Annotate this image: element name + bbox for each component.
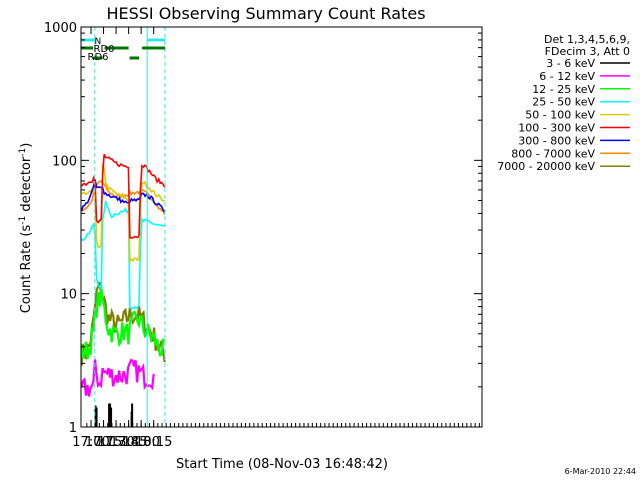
series-100-300-line xyxy=(81,153,166,239)
y-axis: 1 10 100 1000 xyxy=(44,21,482,436)
y-tick-label-1: 10 xyxy=(60,288,77,303)
legend-label-2: 12 - 25 keV xyxy=(532,83,595,96)
x-tick-label-2: 17:30 xyxy=(97,435,134,450)
y-tick-label-2: 100 xyxy=(52,154,77,169)
y-axis-label-end: ) xyxy=(19,143,34,148)
x-tick-label-5: 18:15 xyxy=(135,435,172,450)
y-tick-label-3: 1000 xyxy=(44,21,77,36)
legend-label-8: 7000 - 20000 keV xyxy=(497,160,595,173)
legend-header-1: FDecim 3, Att 0 xyxy=(545,45,630,58)
legend-label-5: 100 - 300 keV xyxy=(518,122,595,135)
series-25-50-line xyxy=(81,200,165,310)
plot-frame xyxy=(80,26,483,428)
x-tick-label-0: 17:00 xyxy=(72,435,109,450)
series-6-12-line xyxy=(81,358,155,397)
legend-label-0: 3 - 6 keV xyxy=(546,57,595,70)
y-axis-label: Count Rate (s-1 detector-1) xyxy=(18,143,34,314)
flag-label-rd0: RD0 xyxy=(94,44,115,55)
series-7000-20000-line xyxy=(81,281,166,367)
y-axis-label-main: Count Rate (s xyxy=(19,225,34,314)
x-tick-label-1: 17:15 xyxy=(85,435,122,450)
y-axis-label-sup2: -1 xyxy=(18,148,28,157)
x-tick-label-3: 17:45 xyxy=(110,435,147,450)
legend-label-7: 800 - 7000 keV xyxy=(511,147,595,160)
legend: Det 1,3,4,5,6,9,FDecim 3, Att 03 - 6 keV… xyxy=(497,33,630,173)
legend-label-1: 6 - 12 keV xyxy=(539,70,595,83)
legend-header-0: Det 1,3,4,5,6,9, xyxy=(544,33,630,46)
chart-title: HESSI Observing Summary Count Rates xyxy=(106,4,425,23)
legend-label-6: 300 - 800 keV xyxy=(518,134,595,147)
x-tick-label-4: 18:00 xyxy=(122,435,159,450)
x-axis-label: Start Time (08-Nov-03 16:48:42) xyxy=(176,457,388,472)
series-group xyxy=(81,153,166,427)
series-12-25-line xyxy=(81,286,166,360)
flag-label-n: N xyxy=(95,37,102,47)
flag-label-rd6: RD6 xyxy=(88,52,109,63)
y-tick-label-0: 1 xyxy=(69,421,77,436)
legend-label-3: 25 - 50 keV xyxy=(532,96,595,109)
series-300-800-line xyxy=(81,179,166,213)
legend-label-4: 50 - 100 keV xyxy=(525,109,595,122)
y-axis-label-mid: detector xyxy=(19,156,34,216)
y-axis-label-sup1: -1 xyxy=(18,216,28,225)
timestamp: 6-Mar-2010 22:44 xyxy=(565,467,636,476)
